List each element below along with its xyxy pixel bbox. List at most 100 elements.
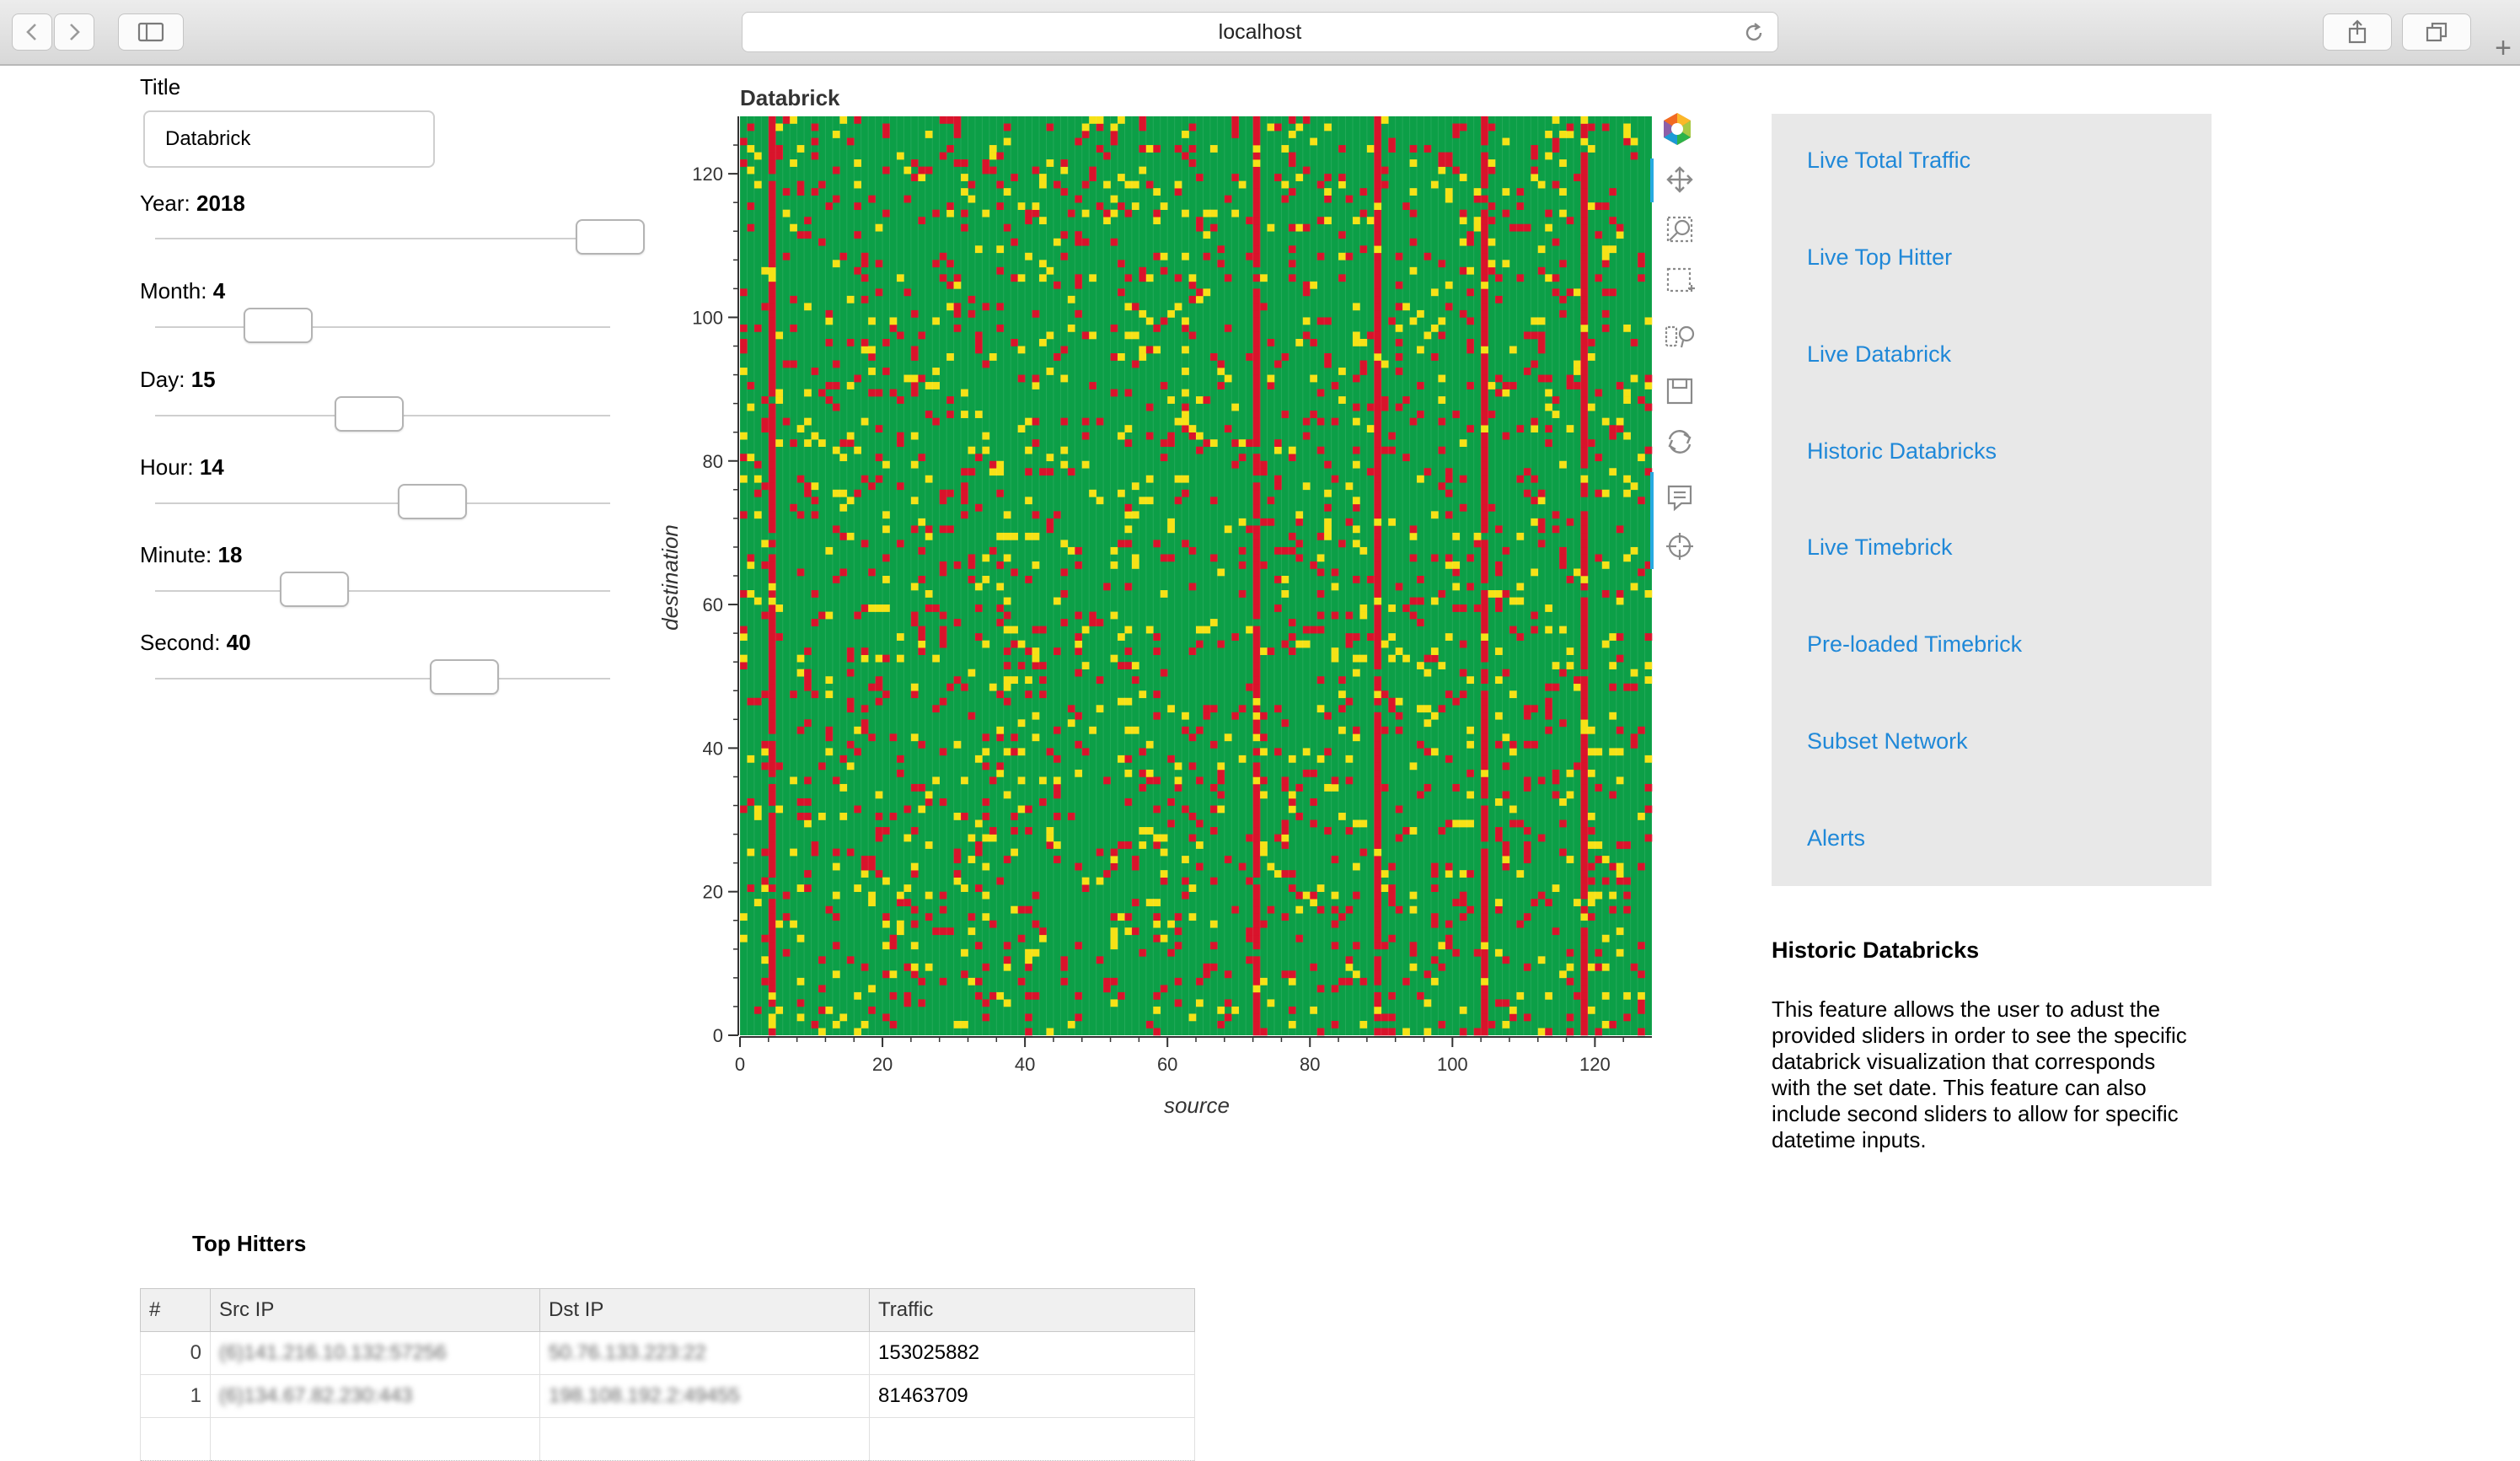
sidebar-button[interactable]	[118, 13, 184, 51]
heatmap-cell	[1481, 439, 1488, 448]
heatmap-cell	[854, 446, 861, 454]
heatmap-cell	[1352, 417, 1360, 426]
nav-live-timebrick[interactable]: Live Timebrick	[1807, 534, 1953, 560]
column-header-traffic[interactable]: Traffic	[869, 1288, 1195, 1332]
heatmap-cell	[1601, 856, 1610, 863]
month-slider[interactable]	[155, 308, 610, 346]
year-slider-handle[interactable]	[576, 219, 645, 255]
heatmap-cell	[1502, 956, 1510, 964]
heatmap-cell	[1502, 432, 1510, 440]
nav-preloaded-timebrick[interactable]: Pre-loaded Timebrick	[1807, 631, 2023, 657]
heatmap-cell	[768, 948, 776, 957]
heatmap-cell	[925, 131, 933, 138]
reset-icon[interactable]	[1668, 430, 1692, 454]
heatmap-cell	[1438, 482, 1446, 491]
table-row[interactable]: 1 (6)134.67.82.230:443 198.108.192.2:494…	[140, 1374, 1195, 1418]
heatmap-cell	[768, 905, 776, 914]
nav-subset-network[interactable]: Subset Network	[1807, 728, 1968, 754]
heatmap-cell	[1580, 303, 1589, 311]
heatmap-cell	[832, 776, 840, 785]
heatmap-cell	[1139, 145, 1147, 153]
new-tab-icon[interactable]: +	[2495, 32, 2512, 64]
heatmap-cell	[1359, 611, 1368, 620]
heatmap-cell	[1388, 934, 1396, 943]
day-slider-handle[interactable]	[334, 396, 404, 432]
box-select-icon[interactable]	[1666, 267, 1695, 293]
heatmap-cell	[768, 231, 776, 239]
bokeh-logo-icon[interactable]	[1664, 113, 1691, 145]
second-slider-handle[interactable]	[430, 659, 500, 695]
save-icon[interactable]	[1666, 378, 1693, 405]
heatmap-cell	[1075, 942, 1083, 950]
heatmap-cell	[768, 798, 776, 806]
zoom-icon[interactable]	[1666, 216, 1693, 243]
column-header-src-ip[interactable]: Src IP	[210, 1288, 540, 1332]
heatmap-cell	[1124, 798, 1133, 806]
table-row[interactable]	[140, 1417, 1195, 1461]
heatmap-cell	[1488, 159, 1496, 167]
databrick-heatmap[interactable]: Databrick 0 20 40 60 80 100 120020406080100120…	[641, 76, 1736, 1138]
tabs-button[interactable]	[2402, 13, 2471, 51]
heatmap-cell	[1644, 317, 1653, 325]
hour-slider[interactable]	[155, 484, 610, 523]
heatmap-cell	[1374, 899, 1382, 907]
nav-live-total-traffic[interactable]: Live Total Traffic	[1807, 148, 1971, 173]
nav-alerts[interactable]: Alerts	[1807, 825, 1866, 851]
heatmap-cell	[953, 1020, 962, 1029]
heatmap-cell	[1481, 697, 1488, 706]
heatmap-cell	[1124, 927, 1133, 936]
forward-button[interactable]	[54, 13, 94, 51]
nav-live-databrick[interactable]: Live Databrick	[1807, 341, 1952, 367]
heatmap-cell	[925, 411, 933, 418]
hover-icon[interactable]	[1667, 485, 1692, 512]
heatmap-cell	[1217, 245, 1225, 254]
second-slider[interactable]	[155, 659, 610, 698]
lasso-icon[interactable]	[1665, 325, 1695, 348]
table-row[interactable]: 0 (6)141.216.10.132:57256 50.76.133.223:…	[140, 1331, 1195, 1375]
heatmap-cell	[1559, 626, 1567, 634]
heatmap-cell	[1466, 583, 1474, 591]
heatmap-cell	[1481, 540, 1488, 548]
hour-slider-handle[interactable]	[398, 484, 468, 519]
column-header-dst-ip[interactable]: Dst IP	[539, 1288, 870, 1332]
share-button[interactable]	[2323, 13, 2392, 51]
heatmap-cell	[1430, 647, 1439, 655]
nav-historic-databricks[interactable]: Historic Databricks	[1807, 438, 1997, 464]
crosshair-icon[interactable]	[1666, 533, 1693, 560]
heatmap-cell	[1273, 870, 1282, 878]
column-header-index[interactable]: #	[140, 1288, 211, 1332]
pan-icon[interactable]	[1666, 166, 1693, 193]
minute-slider[interactable]	[155, 572, 610, 610]
minute-slider-handle[interactable]	[280, 572, 349, 607]
heatmap-cells[interactable]	[739, 116, 1653, 1036]
year-slider[interactable]	[155, 219, 645, 258]
heatmap-cell	[846, 295, 855, 303]
heatmap-cell	[1110, 999, 1118, 1007]
heatmap-cell	[1252, 1028, 1261, 1036]
heatmap-cell	[768, 137, 776, 146]
back-button[interactable]	[12, 13, 52, 51]
heatmap-cell	[1046, 368, 1054, 375]
heatmap-cell	[1124, 511, 1133, 519]
title-input[interactable]	[143, 110, 435, 168]
heatmap-cell	[1131, 331, 1139, 340]
heatmap-cell	[1131, 726, 1139, 734]
nav-live-top-hitter[interactable]: Live Top Hitter	[1807, 244, 1953, 270]
heatmap-cell	[1481, 166, 1488, 175]
heatmap-cell	[1531, 417, 1539, 426]
heatmap-cell	[1459, 604, 1467, 612]
heatmap-cell	[1580, 683, 1589, 691]
heatmap-cell	[1509, 223, 1517, 232]
heatmap-cell	[1217, 791, 1225, 799]
address-bar[interactable]: localhost	[742, 12, 1778, 52]
heatmap-cell	[1324, 712, 1332, 720]
month-slider-handle[interactable]	[243, 308, 313, 343]
heatmap-cell	[1459, 238, 1467, 246]
heatmap-cell	[1445, 554, 1453, 562]
heatmap-cell	[1580, 604, 1589, 612]
heatmap-cell	[1118, 991, 1125, 1000]
heatmap-cell	[1473, 532, 1482, 540]
heatmap-cell	[1374, 238, 1382, 246]
reload-icon[interactable]	[1742, 21, 1766, 51]
day-slider[interactable]	[155, 396, 610, 435]
